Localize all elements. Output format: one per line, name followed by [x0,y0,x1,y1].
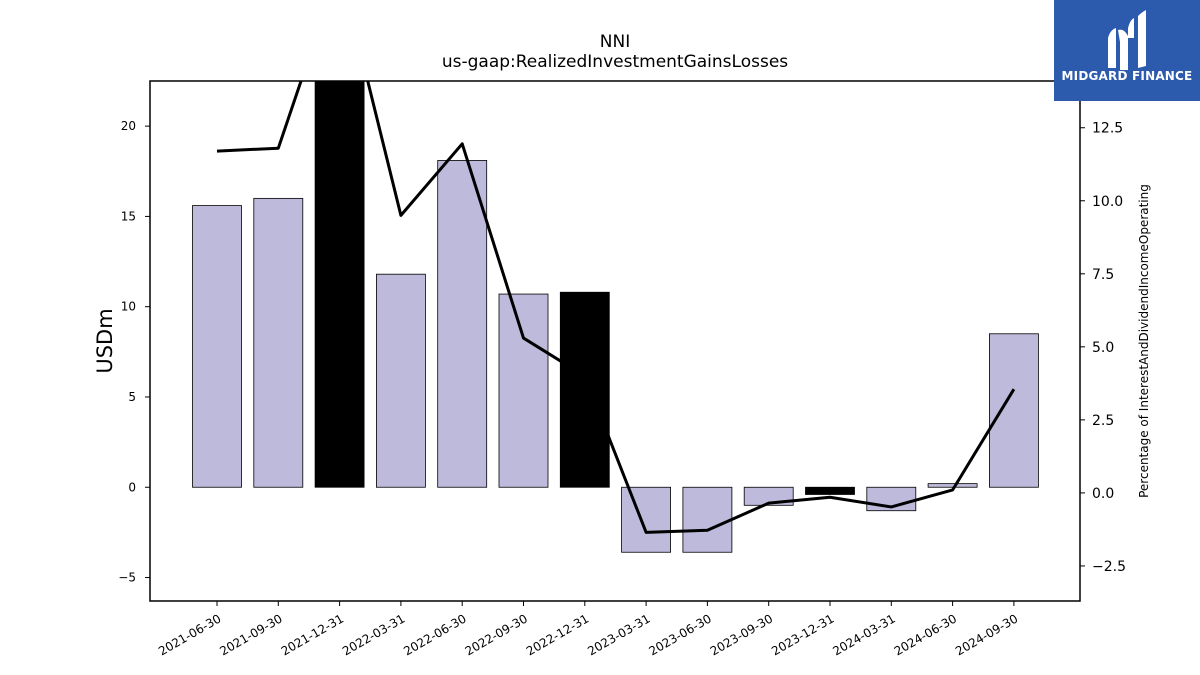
x-tick-label: 2024-09-30 [953,611,1020,658]
bar-group [192,81,1039,553]
line-layer [216,81,1016,534]
x-tick-label: 2024-03-31 [830,611,897,658]
y2-tick-label: 12.5 [1092,121,1123,137]
bar-2023-12-31 [805,486,855,495]
bar-2024-06-30 [927,483,978,488]
x-axis-ticks: 2021-06-302021-09-302021-12-312022-03-31… [156,601,1020,658]
x-tick-label: 2023-12-31 [769,611,836,658]
y2-tick-label: −2.5 [1092,559,1126,575]
bar-2022-12-31 [559,291,610,488]
bar-2022-06-30 [437,160,488,488]
logo-mark-icon [1108,10,1146,70]
logo-text: MIDGARD FINANCE [1061,69,1193,83]
x-tick-label: 2023-03-31 [585,611,652,658]
bar-2021-06-30 [192,205,242,488]
bar-2022-09-30 [498,293,549,488]
left-axis-ticks: −5 0 5 10 15 20 [118,119,150,585]
y2-tick-label: 7.5 [1092,267,1114,283]
y-tick-label: 15 [121,209,136,223]
y2-tick-label: 10.0 [1092,194,1123,210]
chart-subtitle: us-gaap:RealizedInvestmentGainsLosses [441,52,789,72]
bar-2021-09-30 [253,197,304,488]
x-tick-label: 2023-09-30 [708,611,775,658]
x-tick-label: 2021-09-30 [217,611,284,658]
bar-2024-09-30 [989,333,1039,488]
y-tick-label: 5 [128,390,136,404]
right-axis-ticks: −2.5 0.0 2.5 5.0 7.5 10.0 12.5 [1080,121,1126,575]
brand-logo: MIDGARD FINANCE [1054,0,1200,101]
bar-2021-12-31 [314,81,365,488]
ratio-line [216,81,1016,534]
x-tick-label: 2022-06-30 [401,611,468,658]
x-tick-label: 2021-06-30 [156,611,223,658]
x-tick-label: 2022-03-31 [340,611,407,658]
chart-title: NNI [599,32,631,52]
bar-2022-03-31 [375,273,426,488]
y-tick-label: 10 [121,300,136,314]
bar-2023-06-30 [682,486,733,553]
x-tick-label: 2024-06-30 [892,611,959,658]
y-axis-label: USDm [93,308,117,373]
x-tick-label: 2022-12-31 [524,611,591,658]
x-tick-label: 2021-12-31 [279,611,346,658]
y-tick-label: 20 [121,119,136,133]
bar-2023-03-31 [621,486,671,553]
x-tick-label: 2023-06-30 [646,611,713,658]
right-axis-label: Percentage of InterestAndDividendIncomeO… [1137,184,1151,498]
y2-tick-label: 2.5 [1092,413,1114,429]
x-tick-label: 2022-09-30 [463,611,530,658]
y2-tick-label: 0.0 [1092,486,1114,502]
y2-tick-label: 5.0 [1092,340,1114,356]
y-tick-label: 0 [128,480,136,494]
plot-frame [149,80,1081,602]
y-tick-label: −5 [118,571,136,585]
